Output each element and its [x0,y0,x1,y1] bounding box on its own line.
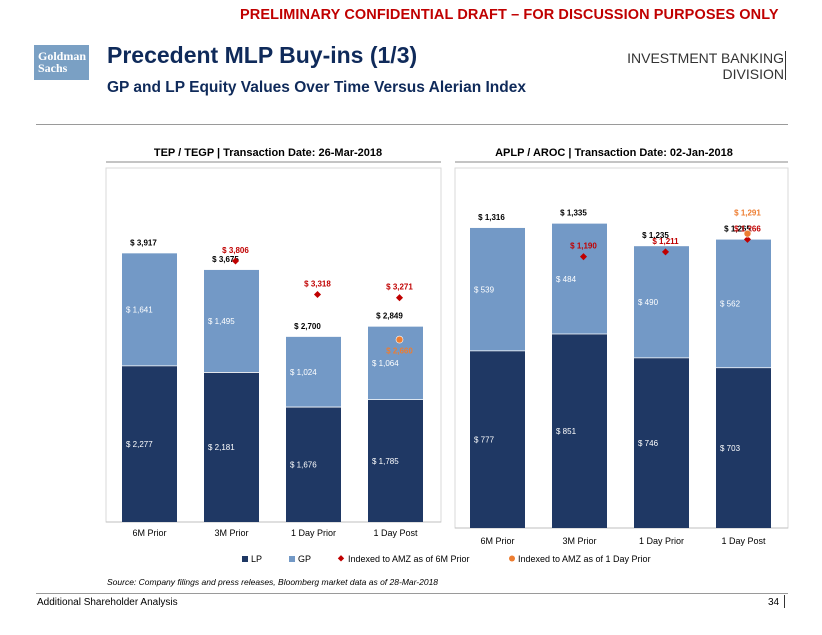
chart1-label-lp-1: $ 2,277 [126,440,153,449]
chart1-bar-lp-2 [204,372,259,522]
chart1-marker-amz6m-3 [313,290,322,299]
legend-label-amz1d: Indexed to AMZ as of 1 Day Prior [518,554,651,564]
goldman-sachs-logo: Goldman Sachs [34,45,89,80]
division-label: INVESTMENT BANKING DIVISION [627,50,784,82]
chart1-label-lp-3: $ 1,676 [290,461,317,470]
chart1-category-2: 3M Prior [214,528,248,538]
chart2-marker-amz1d-4 [743,229,752,238]
chart2-label-amz6m-4: $ 1,266 [734,224,761,233]
page-subtitle: GP and LP Equity Values Over Time Versus… [107,79,526,96]
chart2-bar-lp-3 [634,357,689,528]
chart1-label-gp-1: $ 1,641 [126,306,153,315]
page-title: Precedent MLP Buy-ins (1/3) [107,42,418,68]
chart2-label-lp-3: $ 746 [638,439,659,448]
chart1-bar-lp-3 [286,407,341,522]
legend-swatch-amz1d [509,555,515,562]
chart2-bar-lp-4 [716,367,771,528]
legend-label-gp: GP [298,554,311,564]
chart1-label-amz6m-4: $ 3,271 [386,283,413,292]
chart2-bar-gp-2 [552,223,607,334]
page-number-divider [784,595,785,608]
legend-label-lp: LP [251,554,262,564]
chart1-bar-gp-3 [286,336,341,408]
chart2-label-amz6m-2: $ 1,190 [570,242,597,251]
chart2-label-gp-4: $ 562 [720,300,741,309]
chart1-bar-gp-2 [204,269,259,373]
chart1-label-gp-4: $ 1,064 [372,359,399,368]
chart2-label-gp-3: $ 490 [638,298,659,307]
chart2-bar-lp-2 [552,333,607,528]
chart2-category-3: 1 Day Prior [639,536,684,546]
chart2-label-gp-1: $ 539 [474,285,495,294]
chart1-category-4: 1 Day Post [373,528,418,538]
chart2-bar-gp-3 [634,246,689,358]
chart1-label-amz6m-2: $ 3,806 [222,246,249,255]
legend-swatch-gp [289,556,295,562]
chart1-bar-lp-1 [122,365,177,522]
chart2-category-2: 3M Prior [562,536,596,546]
legend-swatch-lp [242,556,248,562]
chart1-marker-amz6m-2 [231,257,240,265]
footer-divider [36,593,788,594]
chart2-bar-lp-1 [470,350,525,528]
chart2-marker-amz6m-2 [579,253,588,261]
chart2-label-lp-1: $ 777 [474,435,495,444]
page-number: 34 [768,597,780,608]
chart1-marker-amz6m-4 [395,294,404,302]
chart1-bar-gp-4 [368,326,423,400]
chart1-category-1: 6M Prior [132,528,166,538]
chart1-category-3: 1 Day Prior [291,528,336,538]
confidential-banner: PRELIMINARY CONFIDENTIAL DRAFT – FOR DIS… [240,7,779,23]
chart1-label-total-2: $ 3,675 [212,255,239,264]
logo-line-2: Sachs [38,61,68,75]
chart2-label-amz6m-3: $ 1,211 [652,237,679,246]
division-divider [785,51,786,80]
chart2-marker-amz6m-4 [743,235,752,243]
chart1-bar-lp-4 [368,399,423,522]
chart1-label-total-4: $ 2,849 [376,312,403,321]
chart1-label-amz1d-4: $ 2,660 [386,347,413,356]
source-note: Source: Company filings and press releas… [107,577,439,587]
division-line-2: DIVISION [722,66,784,82]
legend-swatch-amz6m [337,555,345,562]
chart2-label-lp-2: $ 851 [556,427,577,436]
header-divider [36,124,788,125]
chart1-label-gp-3: $ 1,024 [290,368,317,377]
chart2-label-total-2: $ 1,335 [560,209,587,218]
chart2-label-total-3: $ 1,235 [642,231,669,240]
chart2-bar-gp-4 [716,239,771,368]
chart2-label-amz1d-4: $ 1,291 [734,209,761,218]
chart1-marker-amz1d-4 [395,335,404,344]
legend-label-amz6m: Indexed to AMZ as of 6M Prior [348,554,470,564]
chart1-label-amz6m-3: $ 3,318 [304,279,331,288]
division-line-1: INVESTMENT BANKING [627,50,784,66]
chart2-category-1: 6M Prior [480,536,514,546]
logo-line-1: Goldman [38,49,87,63]
chart2-label-gp-2: $ 484 [556,275,577,284]
chart2-marker-amz6m-3 [661,248,670,256]
chart2-title: APLP / AROC | Transaction Date: 02-Jan-2… [495,147,733,159]
chart2-label-total-1: $ 1,316 [478,213,505,222]
chart1-bar-gp-1 [122,253,177,366]
chart1-label-gp-2: $ 1,495 [208,317,235,326]
chart1-label-lp-2: $ 2,181 [208,443,235,452]
chart2-label-total-4: $ 1,265 [724,225,751,234]
chart1-label-total-3: $ 2,700 [294,322,321,331]
chart2-label-lp-4: $ 703 [720,444,741,453]
chart1-label-lp-4: $ 1,785 [372,457,399,466]
footer-section-label: Additional Shareholder Analysis [37,597,178,608]
chart1-label-total-1: $ 3,917 [130,238,157,247]
chart1-title: TEP / TEGP | Transaction Date: 26-Mar-20… [154,147,382,159]
chart2-bar-gp-1 [470,227,525,351]
chart2-category-4: 1 Day Post [721,536,766,546]
